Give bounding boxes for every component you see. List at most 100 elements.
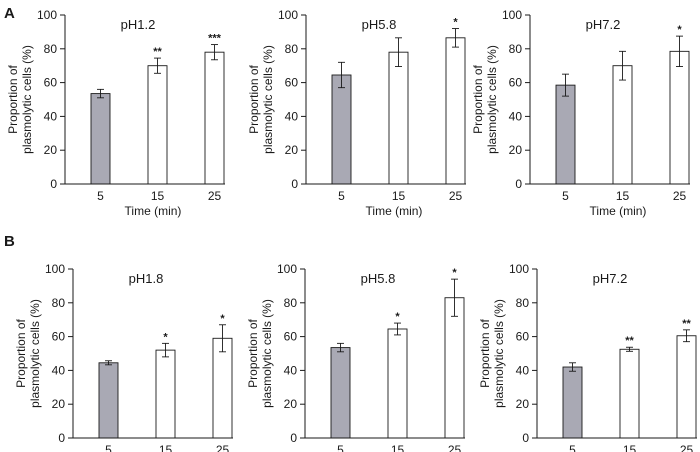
x-tick-label: 5 [562,189,569,203]
significance-marker: ** [625,335,634,347]
y-axis-label: Proportion ofplasmolytic cells (%) [6,45,34,154]
x-axis-label: Time (min) [125,204,182,218]
significance-marker: * [677,24,682,36]
y-tick-label: 40 [509,109,523,123]
bar [155,349,176,439]
x-tick-label: 15 [391,443,405,452]
y-tick-label: 20 [284,397,298,411]
bar [562,366,583,439]
significance-marker: ** [682,318,691,330]
y-tick-label: 20 [44,143,58,157]
y-tick-label: 20 [509,143,523,157]
significance-marker: * [453,17,458,29]
y-tick-label: 60 [516,330,530,344]
x-axis-label: Time (min) [366,204,423,218]
significance-marker: * [220,313,225,325]
bar [204,51,225,185]
y-tick-label: 0 [50,177,57,191]
x-tick-label: 15 [151,189,165,203]
y-tick-label: 80 [284,296,298,310]
y-tick-label: 40 [516,363,530,377]
y-axis-label: Proportion ofplasmolytic cells (%) [247,45,275,154]
x-tick-label: 25 [673,189,687,203]
x-tick-label: 15 [616,189,630,203]
y-tick-label: 40 [44,109,58,123]
chart-title: pH5.8 [362,17,397,32]
bar [676,335,697,439]
y-tick-label: 0 [290,431,297,445]
significance-marker: * [395,311,400,323]
x-tick-label: 5 [569,443,576,452]
bar [388,51,409,185]
x-tick-label: 5 [105,443,112,452]
significance-marker: * [452,267,457,279]
bar [669,50,690,185]
x-axis-label: Time (min) [590,204,647,218]
y-tick-label: 60 [52,330,66,344]
x-tick-label: 5 [97,189,104,203]
panel-label: B [4,233,15,250]
y-axis-label: Proportion ofplasmolytic cells (%) [246,299,274,408]
bar [387,328,408,439]
bar [612,65,633,185]
chart-title: pH1.2 [121,17,156,32]
y-tick-label: 80 [509,42,523,56]
chart-title: pH5.8 [361,271,396,286]
y-tick-label: 40 [52,363,66,377]
y-tick-label: 60 [509,76,523,90]
x-tick-label: 15 [623,443,637,452]
significance-marker: *** [208,33,222,45]
y-tick-label: 80 [52,296,66,310]
y-tick-label: 100 [502,8,522,22]
chart-title: pH7.2 [586,17,621,32]
y-tick-label: 100 [509,262,529,276]
y-tick-label: 20 [52,397,66,411]
y-tick-label: 0 [58,431,65,445]
y-tick-label: 100 [37,8,57,22]
x-tick-label: 25 [208,189,222,203]
y-tick-label: 0 [291,177,298,191]
significance-marker: * [163,331,168,343]
y-tick-label: 60 [284,330,298,344]
x-tick-label: 25 [448,443,462,452]
x-tick-label: 25 [449,189,463,203]
y-axis-label: Proportion ofplasmolytic cells (%) [478,299,506,408]
y-tick-label: 100 [277,262,297,276]
y-tick-label: 20 [285,143,299,157]
x-tick-label: 5 [338,189,345,203]
y-tick-label: 0 [515,177,522,191]
x-tick-label: 15 [159,443,173,452]
y-tick-label: 100 [45,262,65,276]
y-tick-label: 20 [516,397,530,411]
bar [331,74,352,185]
y-tick-label: 60 [285,76,299,90]
y-tick-label: 100 [278,8,298,22]
bar [212,337,233,439]
bar [90,93,111,185]
panel-label: A [4,5,15,22]
significance-marker: ** [153,46,162,58]
y-tick-label: 40 [284,363,298,377]
bar [555,84,576,185]
bar [445,37,466,185]
y-axis-label: Proportion ofplasmolytic cells (%) [471,45,499,154]
bar [330,347,351,439]
x-tick-label: 5 [337,443,344,452]
y-tick-label: 60 [44,76,58,90]
x-tick-label: 15 [392,189,406,203]
y-tick-label: 80 [516,296,530,310]
x-tick-label: 25 [216,443,230,452]
y-axis-label: Proportion ofplasmolytic cells (%) [14,299,42,408]
chart-title: pH1.8 [129,271,164,286]
bar [444,297,465,439]
chart-title: pH7.2 [593,271,628,286]
y-tick-label: 80 [44,42,58,56]
bar [147,65,168,185]
x-tick-label: 25 [680,443,694,452]
y-tick-label: 40 [285,109,299,123]
y-tick-label: 80 [285,42,299,56]
bar [619,348,640,439]
bar [98,362,119,439]
y-tick-label: 0 [522,431,529,445]
